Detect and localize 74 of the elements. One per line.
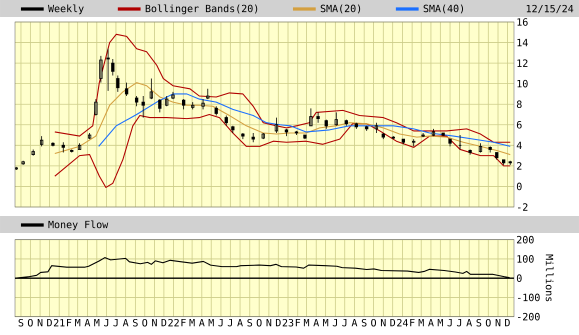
x-tick-label: S [18, 318, 24, 327]
y-tick-label: 100 [517, 255, 534, 263]
x-tick-label: M [190, 318, 195, 326]
x-tick-label: F [296, 318, 300, 326]
y-tick-label: 200 [516, 236, 534, 244]
x-tick-label: J [104, 318, 108, 326]
x-tick-label: M [208, 318, 214, 326]
x-tick-label: M [323, 318, 328, 326]
x-tick-label: N [380, 318, 386, 326]
x-tick-label: N [152, 318, 157, 326]
y-tick-label: -100 [518, 294, 540, 302]
text: 12/15/24 [526, 4, 574, 14]
x-tick-label: A [313, 318, 320, 326]
x-tick-label: F [67, 318, 72, 326]
x-tick-label: J [448, 318, 452, 326]
x-tick-label: A [237, 318, 243, 326]
y-tick-label: 2 [516, 162, 522, 170]
x-tick-label: N [496, 318, 500, 326]
x-tick-label: S [133, 318, 138, 327]
x-tick-label: D [162, 318, 166, 326]
x-tick-label: J [456, 318, 462, 326]
x-tick-label: J [332, 318, 337, 326]
x-tick-label: A [84, 318, 90, 326]
y-tick-label: 16 [517, 18, 528, 26]
x-tick-label: A [352, 318, 358, 326]
x-tick-label: O [486, 318, 491, 327]
x-tick-label: A [428, 318, 434, 326]
y-tick-label: 6 [516, 120, 522, 129]
x-tick-label: M [418, 318, 424, 326]
y-tick-label: 12 [517, 59, 528, 67]
y-tick-label: 14 [517, 38, 528, 46]
x-tick-label: A [198, 318, 205, 326]
y-tick-label: 0 [516, 274, 522, 282]
legend-label: Money Flow [48, 220, 108, 230]
x-tick-label: M [75, 318, 80, 326]
x-tick-label: 22 [168, 318, 179, 326]
x-tick-label: O [256, 318, 262, 327]
x-tick-label: O [142, 318, 148, 327]
x-tick-label: D [47, 318, 52, 326]
x-tick-label: N [266, 318, 272, 326]
x-tick-label: F [410, 318, 415, 326]
x-tick-label: A [122, 318, 128, 326]
x-tick-label: J [218, 318, 223, 326]
x-tick-label: S [247, 318, 252, 327]
x-tick-label: F [181, 318, 186, 326]
y-tick-label: 10 [517, 80, 528, 88]
y-axis-title: Millions [546, 254, 554, 302]
y-tick-label: 8 [516, 100, 522, 108]
x-tick-label: J [228, 318, 232, 326]
y-tick-label: 0 [516, 182, 522, 190]
x-tick-label: 24 [397, 318, 408, 326]
x-tick-label: N [38, 318, 42, 326]
x-tick-label: J [342, 318, 346, 326]
legend-label: SMA(20) [320, 4, 360, 14]
legend-label: SMA(40) [424, 4, 464, 14]
y-tick-label: 4 [516, 142, 522, 149]
x-tick-label: M [438, 318, 443, 326]
x-tick-label: A [466, 318, 472, 326]
x-tick-label: M [94, 318, 100, 326]
x-tick-label: D [505, 318, 510, 326]
y-tick-label: -200 [518, 312, 540, 320]
x-tick-label: 23 [282, 318, 294, 327]
x-tick-label: M [304, 318, 310, 326]
legend-label: Bollinger Bands(20) [146, 4, 258, 14]
x-tick-label: J [113, 318, 118, 326]
x-tick-label: O [28, 318, 33, 327]
x-tick-label: S [476, 318, 482, 327]
x-tick-label: 21 [54, 318, 65, 326]
legend-label: Weekly [48, 4, 84, 14]
x-tick-label: D [276, 318, 281, 326]
x-tick-label: O [371, 318, 376, 327]
y-tick-label: -2 [518, 203, 528, 211]
x-tick-label: S [362, 318, 367, 327]
x-tick-label: D [390, 318, 396, 326]
